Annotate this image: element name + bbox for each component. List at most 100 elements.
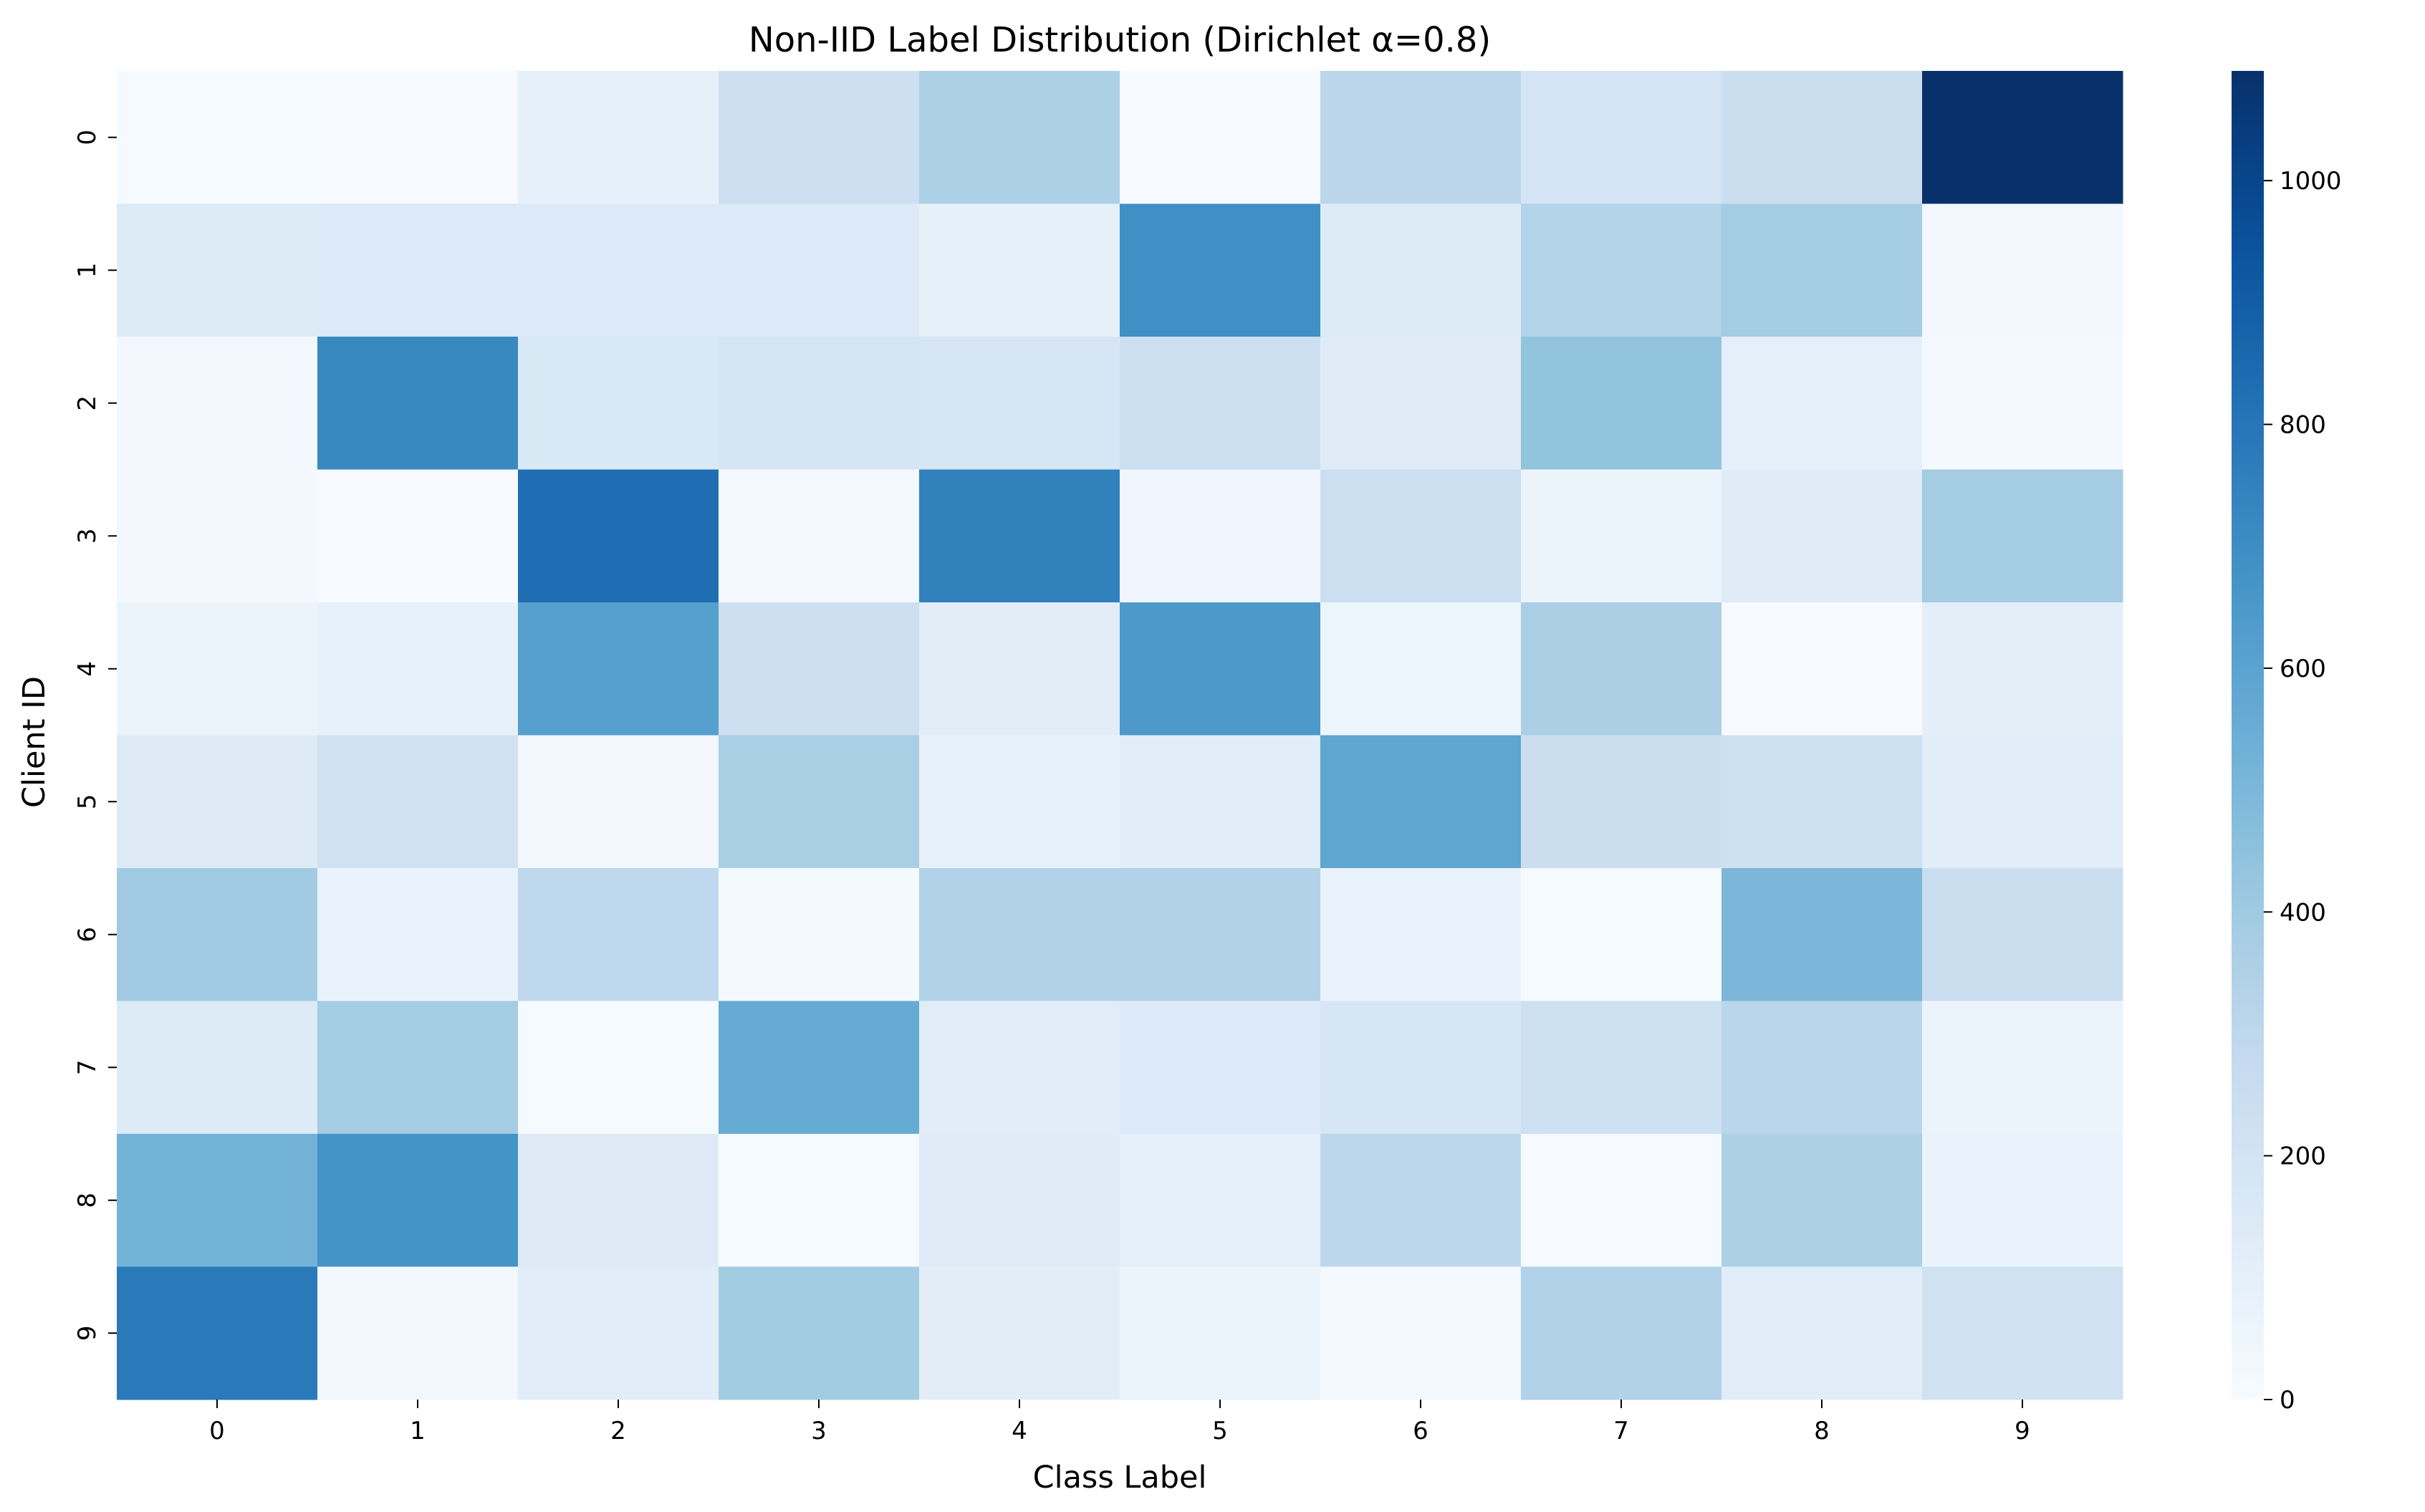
- x-tick-label: 5: [1212, 1417, 1228, 1445]
- heatmap-cell: [1120, 337, 1321, 470]
- heatmap-cells: [117, 71, 2123, 1400]
- x-tick-label: 3: [811, 1417, 827, 1445]
- heatmap-cell: [1120, 203, 1321, 337]
- heatmap-cell: [919, 1134, 1120, 1267]
- heatmap-cell: [117, 469, 318, 603]
- heatmap-cell: [1120, 1001, 1321, 1135]
- y-tick-label: 0: [73, 130, 102, 145]
- heatmap-cell: [719, 602, 920, 736]
- heatmap-cell: [317, 1001, 519, 1135]
- y-tick-label: 9: [73, 1325, 102, 1341]
- heatmap-cell: [1120, 735, 1321, 869]
- heatmap-cell: [1721, 1134, 1923, 1267]
- chart-title: Non-IID Label Distribution (Dirichlet α=…: [749, 20, 1491, 60]
- heatmap-cell: [1922, 337, 2123, 470]
- x-tick-label: 8: [1814, 1417, 1830, 1445]
- heatmap-cell: [1922, 1001, 2123, 1135]
- heatmap-cell: [1922, 602, 2123, 736]
- heatmap-cell: [1721, 71, 1923, 204]
- heatmap-cell: [1922, 868, 2123, 1001]
- heatmap-cell: [719, 1134, 920, 1267]
- x-tick-label: 2: [610, 1417, 626, 1445]
- y-tick-label: 4: [73, 661, 102, 677]
- heatmap-cell: [518, 1134, 719, 1267]
- colorbar-tick-label: 600: [2280, 655, 2326, 683]
- heatmap-cell: [1320, 203, 1522, 337]
- heatmap-cell: [117, 203, 318, 337]
- heatmap-cell: [919, 1001, 1120, 1135]
- heatmap-cell: [317, 203, 519, 337]
- heatmap-cell: [1721, 735, 1923, 869]
- heatmap-cell: [317, 71, 519, 204]
- x-axis-ticks: 0 1 2 3 4 5 6 7 8 9: [209, 1400, 2030, 1445]
- heatmap-cell: [1721, 868, 1923, 1001]
- heatmap-cell: [1521, 868, 1722, 1001]
- heatmap-cell: [518, 71, 719, 204]
- heatmap-cell: [719, 1001, 920, 1135]
- heatmap-cell: [1922, 1134, 2123, 1267]
- heatmap-cell: [317, 602, 519, 736]
- heatmap-cell: [719, 203, 920, 337]
- heatmap-cell: [1922, 1266, 2123, 1400]
- heatmap-cell: [518, 735, 719, 869]
- x-tick-label: 6: [1413, 1417, 1428, 1445]
- heatmap-cell: [1521, 1134, 1722, 1267]
- heatmap-cell: [1120, 868, 1321, 1001]
- heatmap-cell: [117, 71, 318, 204]
- x-tick-label: 4: [1012, 1417, 1027, 1445]
- heatmap-cell: [1521, 602, 1722, 736]
- heatmap-cell: [518, 1001, 719, 1135]
- y-tick-label: 8: [73, 1193, 102, 1208]
- heatmap-cell: [1922, 469, 2123, 603]
- x-tick-label: 7: [1613, 1417, 1629, 1445]
- y-tick-label: 3: [73, 528, 102, 544]
- y-axis-label: Client ID: [16, 676, 52, 808]
- heatmap-cell: [919, 203, 1120, 337]
- heatmap-cell: [1721, 1001, 1923, 1135]
- heatmap-cell: [117, 735, 318, 869]
- heatmap-cell: [518, 203, 719, 337]
- heatmap-cell: [518, 337, 719, 470]
- colorbar-tick-label: 800: [2280, 411, 2326, 440]
- heatmap-cell: [1721, 203, 1923, 337]
- colorbar-tick-label: 400: [2280, 898, 2326, 927]
- x-tick-label: 0: [209, 1417, 225, 1445]
- heatmap-cell: [1120, 71, 1321, 204]
- heatmap-cell: [1521, 203, 1722, 337]
- colorbar: [2232, 71, 2264, 1400]
- heatmap-cell: [719, 735, 920, 869]
- heatmap-cell: [919, 469, 1120, 603]
- heatmap-cell: [719, 868, 920, 1001]
- y-tick-label: 1: [73, 262, 102, 278]
- heatmap-cell: [117, 1134, 318, 1267]
- heatmap-cell: [1120, 602, 1321, 736]
- colorbar-tick-label: 200: [2280, 1142, 2326, 1171]
- heatmap-cell: [1721, 469, 1923, 603]
- heatmap-cell: [317, 735, 519, 869]
- x-tick-label: 9: [2015, 1417, 2030, 1445]
- heatmap-cell: [919, 735, 1120, 869]
- heatmap-cell: [919, 868, 1120, 1001]
- heatmap-cell: [1320, 868, 1522, 1001]
- y-tick-label: 6: [73, 927, 102, 943]
- heatmap-cell: [919, 337, 1120, 470]
- heatmap-cell: [117, 337, 318, 470]
- heatmap-cell: [1320, 1266, 1522, 1400]
- heatmap-cell: [1922, 71, 2123, 204]
- heatmap-cell: [117, 868, 318, 1001]
- heatmap-cell: [719, 337, 920, 470]
- heatmap-cell: [1922, 203, 2123, 337]
- colorbar-tick-label: 1000: [2280, 167, 2342, 196]
- heatmap-cell: [919, 1266, 1120, 1400]
- y-tick-label: 2: [73, 395, 102, 411]
- heatmap-cell: [518, 469, 719, 603]
- heatmap-cell: [1521, 469, 1722, 603]
- heatmap-cell: [1320, 1001, 1522, 1135]
- heatmap-cell: [1320, 469, 1522, 603]
- heatmap-cell: [317, 1266, 519, 1400]
- x-tick-label: 1: [410, 1417, 426, 1445]
- colorbar-tick-label: 0: [2280, 1386, 2295, 1415]
- heatmap-cell: [1320, 71, 1522, 204]
- heatmap-cell: [1320, 735, 1522, 869]
- heatmap-cell: [719, 1266, 920, 1400]
